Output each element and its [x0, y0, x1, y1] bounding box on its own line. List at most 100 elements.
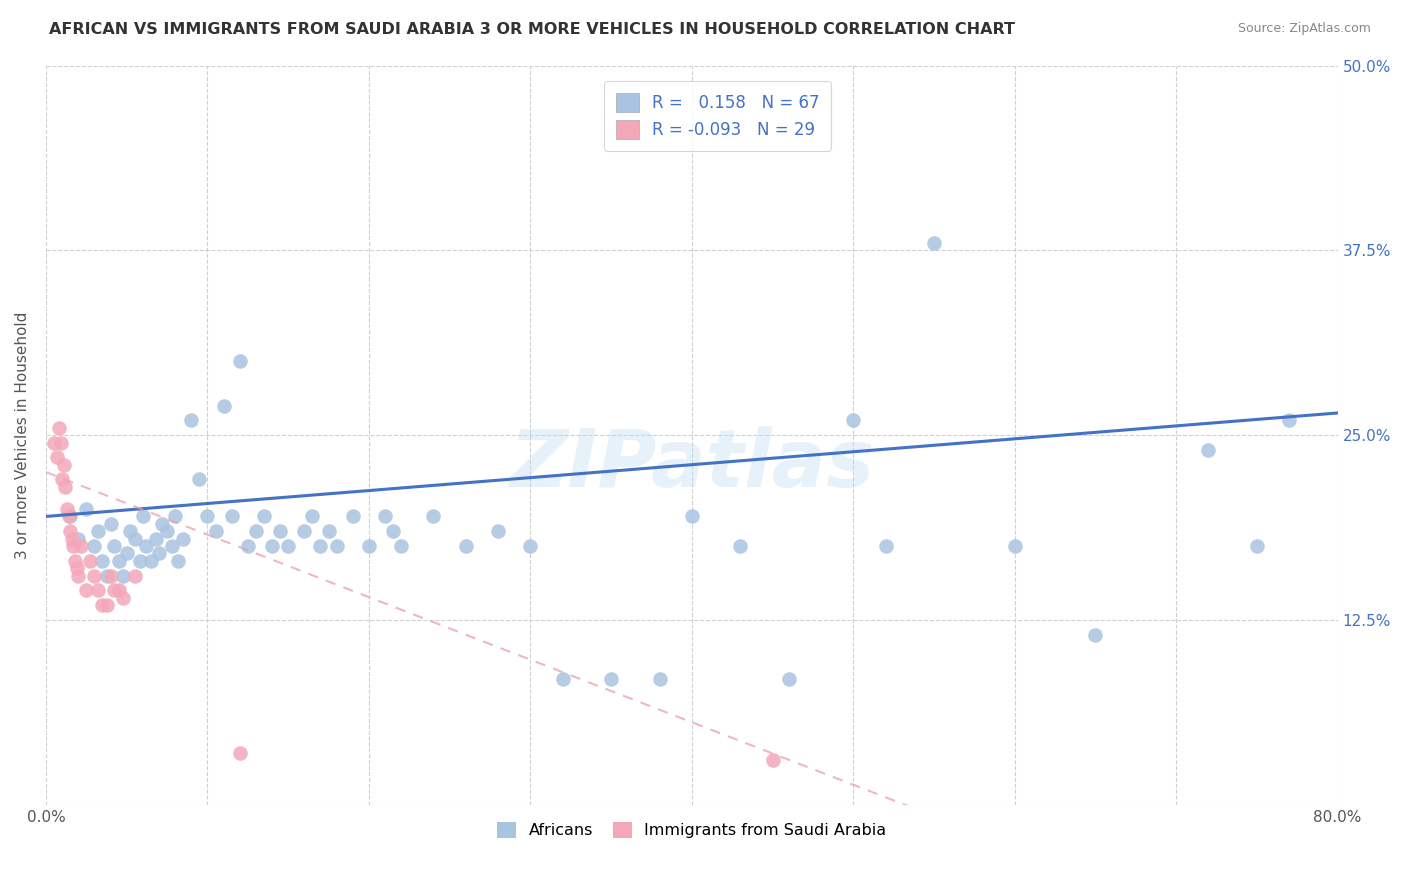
Text: Source: ZipAtlas.com: Source: ZipAtlas.com	[1237, 22, 1371, 36]
Point	[118, 524, 141, 539]
Point	[228, 354, 250, 368]
Point	[180, 413, 202, 427]
Point	[221, 509, 243, 524]
Point	[253, 509, 276, 524]
Point	[86, 524, 108, 539]
Point	[160, 539, 183, 553]
Point	[96, 598, 118, 612]
Point	[277, 539, 299, 553]
Point	[486, 524, 509, 539]
Point	[48, 421, 70, 435]
Point	[75, 583, 97, 598]
Point	[46, 450, 69, 465]
Point	[100, 568, 122, 582]
Point	[115, 546, 138, 560]
Point	[1084, 628, 1107, 642]
Point	[59, 524, 82, 539]
Point	[66, 561, 89, 575]
Point	[1246, 539, 1268, 553]
Point	[103, 583, 125, 598]
Point	[52, 458, 75, 472]
Point	[63, 554, 86, 568]
Point	[1278, 413, 1301, 427]
Point	[70, 539, 93, 553]
Point	[454, 539, 477, 553]
Point	[1004, 539, 1026, 553]
Point	[156, 524, 179, 539]
Point	[96, 568, 118, 582]
Point	[778, 672, 800, 686]
Point	[301, 509, 323, 524]
Point	[228, 746, 250, 760]
Y-axis label: 3 or more Vehicles in Household: 3 or more Vehicles in Household	[15, 311, 30, 558]
Point	[91, 598, 114, 612]
Point	[422, 509, 444, 524]
Point	[42, 435, 65, 450]
Point	[922, 235, 945, 250]
Point	[342, 509, 364, 524]
Point	[60, 532, 83, 546]
Point	[100, 516, 122, 531]
Point	[139, 554, 162, 568]
Point	[135, 539, 157, 553]
Text: ZIPatlas: ZIPatlas	[509, 425, 875, 504]
Point	[75, 502, 97, 516]
Point	[648, 672, 671, 686]
Point	[124, 532, 146, 546]
Point	[875, 539, 897, 553]
Point	[167, 554, 190, 568]
Point	[103, 539, 125, 553]
Point	[382, 524, 405, 539]
Point	[292, 524, 315, 539]
Point	[681, 509, 703, 524]
Point	[124, 568, 146, 582]
Point	[56, 502, 79, 516]
Point	[86, 583, 108, 598]
Point	[67, 568, 90, 582]
Point	[165, 509, 187, 524]
Point	[728, 539, 751, 553]
Point	[112, 591, 135, 605]
Text: AFRICAN VS IMMIGRANTS FROM SAUDI ARABIA 3 OR MORE VEHICLES IN HOUSEHOLD CORRELAT: AFRICAN VS IMMIGRANTS FROM SAUDI ARABIA …	[49, 22, 1015, 37]
Point	[112, 568, 135, 582]
Point	[357, 539, 380, 553]
Point	[269, 524, 291, 539]
Point	[132, 509, 155, 524]
Legend: Africans, Immigrants from Saudi Arabia: Africans, Immigrants from Saudi Arabia	[491, 815, 893, 845]
Point	[150, 516, 173, 531]
Point	[83, 568, 105, 582]
Point	[204, 524, 226, 539]
Point	[172, 532, 194, 546]
Point	[389, 539, 412, 553]
Point	[842, 413, 865, 427]
Point	[245, 524, 267, 539]
Point	[51, 473, 73, 487]
Point	[260, 539, 283, 553]
Point	[600, 672, 623, 686]
Point	[325, 539, 347, 553]
Point	[107, 583, 129, 598]
Point	[145, 532, 167, 546]
Point	[148, 546, 170, 560]
Point	[62, 539, 84, 553]
Point	[58, 509, 80, 524]
Point	[212, 399, 235, 413]
Point	[79, 554, 101, 568]
Point	[519, 539, 541, 553]
Point	[83, 539, 105, 553]
Point	[188, 473, 211, 487]
Point	[374, 509, 396, 524]
Point	[197, 509, 219, 524]
Point	[309, 539, 332, 553]
Point	[236, 539, 259, 553]
Point	[59, 509, 82, 524]
Point	[53, 480, 76, 494]
Point	[318, 524, 340, 539]
Point	[67, 532, 90, 546]
Point	[49, 435, 72, 450]
Point	[551, 672, 574, 686]
Point	[107, 554, 129, 568]
Point	[91, 554, 114, 568]
Point	[761, 753, 783, 767]
Point	[1198, 442, 1220, 457]
